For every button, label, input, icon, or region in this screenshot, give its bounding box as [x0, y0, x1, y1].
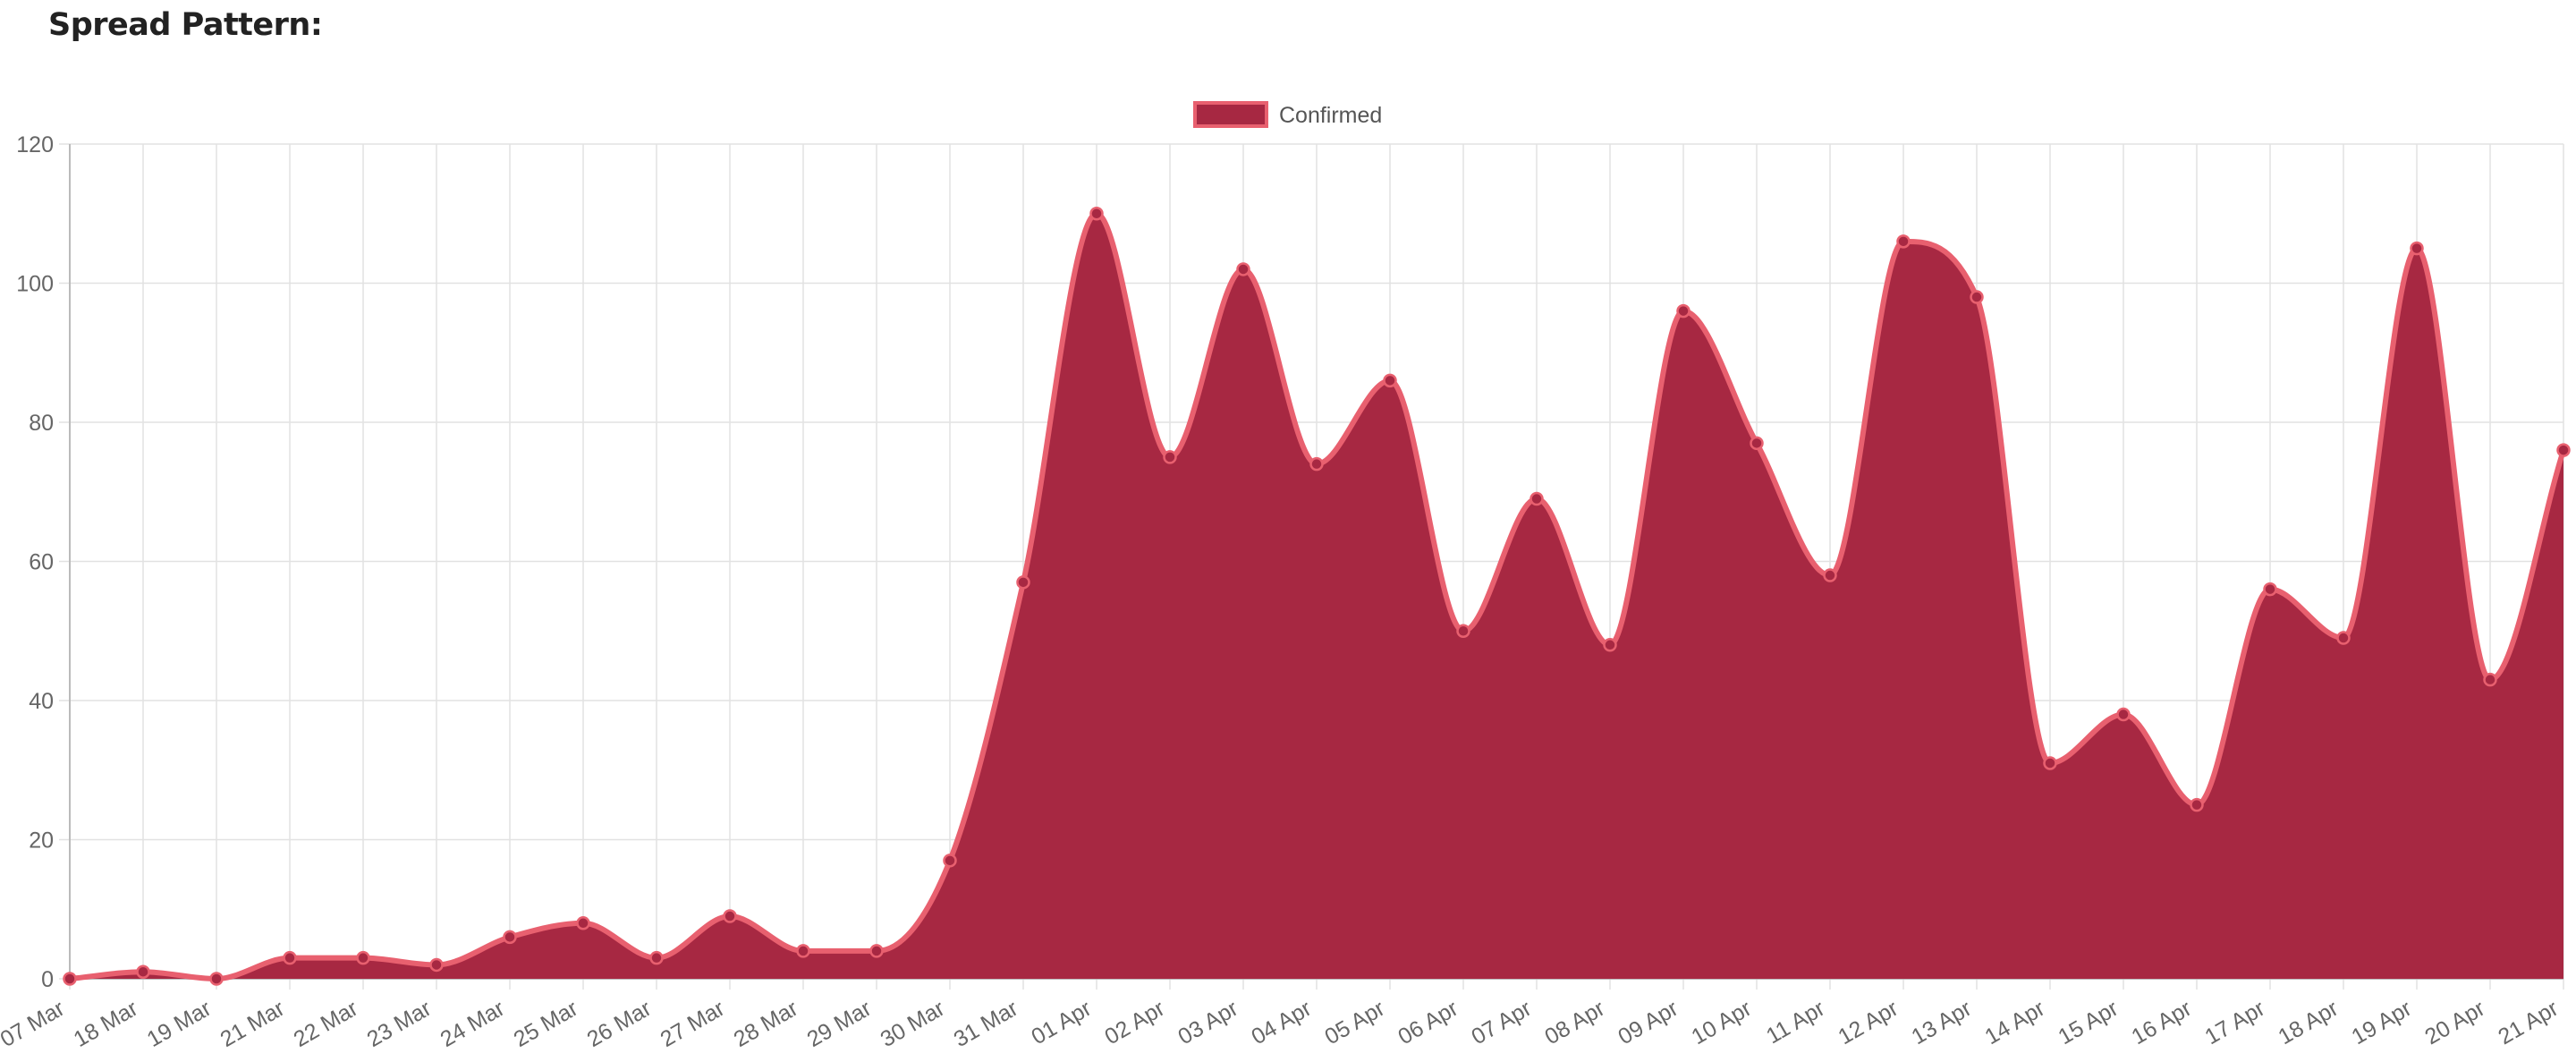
data-point: [1530, 491, 1544, 506]
x-tick-label: 21 Mar: [216, 996, 289, 1052]
data-point: [1309, 456, 1324, 472]
x-tick-label: 30 Mar: [877, 996, 949, 1052]
data-point: [1970, 290, 1984, 304]
data-point: [1089, 207, 1104, 221]
x-tick-label: 07 Apr: [1467, 996, 1536, 1049]
data-point: [2483, 672, 2497, 687]
data-point: [63, 972, 77, 986]
data-point: [943, 854, 957, 868]
x-tick-label: 05 Apr: [1320, 996, 1389, 1049]
x-tick-label: 23 Mar: [363, 996, 436, 1052]
x-tick-label: 24 Mar: [436, 996, 509, 1052]
data-point: [1896, 234, 1911, 249]
legend-swatch: [1193, 101, 1268, 128]
y-tick-label: 120: [16, 132, 54, 157]
x-tick-label: 18 Apr: [2274, 996, 2343, 1049]
x-tick-label: 27 Mar: [657, 996, 729, 1052]
x-tick-label: 12 Apr: [1834, 996, 1902, 1049]
x-tick-label: 25 Mar: [510, 996, 582, 1052]
y-tick-label: 80: [29, 411, 54, 436]
data-point: [869, 944, 884, 958]
x-tick-label: 03 Apr: [1174, 996, 1242, 1049]
data-point: [136, 964, 150, 979]
data-point: [1163, 450, 1177, 464]
x-tick-label: 29 Mar: [803, 996, 876, 1052]
x-tick-label: 02 Apr: [1100, 996, 1169, 1049]
data-point: [1383, 373, 1397, 388]
y-tick-label: 100: [16, 272, 54, 297]
data-point: [503, 930, 517, 945]
y-tick-label: 20: [29, 828, 54, 854]
data-point: [1016, 575, 1030, 590]
series-area-fill: [70, 213, 2563, 979]
x-tick-label: 15 Apr: [2054, 996, 2123, 1049]
y-tick-label: 60: [29, 550, 54, 575]
x-tick-label: 31 Mar: [950, 996, 1022, 1052]
data-point: [2263, 582, 2277, 597]
x-tick-label: 14 Apr: [1980, 996, 2049, 1049]
x-axis-ticks: 07 Mar 18 Mar 19 Mar 21 Mar 22 Mar 23 Mar 24 M…: [0, 996, 2563, 1052]
data-point: [2043, 756, 2057, 770]
x-tick-label: 10 Apr: [1687, 996, 1756, 1049]
x-tick-label: 11 Apr: [1762, 996, 1829, 1049]
data-point: [1750, 436, 1764, 451]
data-point: [2556, 443, 2571, 457]
data-point: [356, 950, 370, 965]
y-tick-label: 40: [29, 689, 54, 714]
data-point: [1456, 624, 1470, 638]
section-title: Spread Pattern:: [48, 7, 323, 43]
data-point: [1676, 303, 1690, 319]
y-axis-ticks: 0 20 40 60 80 100 120: [16, 132, 54, 992]
y-tick-label: 0: [41, 967, 54, 992]
x-tick-label: 19 Mar: [143, 996, 216, 1052]
x-tick-label: 01 Apr: [1027, 996, 1096, 1049]
x-tick-label: 18 Mar: [70, 996, 142, 1052]
data-point: [649, 950, 664, 965]
data-point: [796, 944, 810, 958]
data-point: [2336, 631, 2351, 645]
x-tick-label: 04 Apr: [1247, 996, 1316, 1049]
data-points: [63, 207, 2571, 986]
x-tick-label: 21 Apr: [2494, 996, 2563, 1049]
data-point: [2116, 707, 2131, 722]
x-tick-label: 20 Apr: [2420, 996, 2489, 1049]
data-point: [283, 950, 297, 965]
data-point: [723, 909, 737, 923]
x-tick-label: 08 Apr: [1540, 996, 1609, 1049]
x-tick-label: 17 Apr: [2200, 996, 2269, 1049]
legend[interactable]: Confirmed: [1193, 101, 1382, 128]
x-tick-label: 09 Apr: [1614, 996, 1682, 1049]
x-tick-label: 06 Apr: [1394, 996, 1462, 1049]
data-point: [1823, 568, 1837, 582]
data-point: [2190, 797, 2204, 812]
x-tick-label: 26 Mar: [583, 996, 656, 1052]
data-point: [2410, 241, 2424, 256]
data-point: [576, 916, 590, 930]
x-tick-label: 22 Mar: [290, 996, 362, 1052]
x-tick-label: 16 Apr: [2127, 996, 2196, 1049]
x-tick-label: 07 Mar: [0, 996, 69, 1052]
legend-label: Confirmed: [1279, 103, 1382, 128]
data-point: [209, 972, 224, 986]
x-tick-label: 13 Apr: [1907, 996, 1976, 1049]
data-point: [1603, 638, 1617, 652]
data-point: [1236, 262, 1250, 276]
data-point: [429, 957, 444, 973]
x-tick-label: 28 Mar: [730, 996, 802, 1052]
x-tick-label: 19 Apr: [2347, 996, 2416, 1049]
